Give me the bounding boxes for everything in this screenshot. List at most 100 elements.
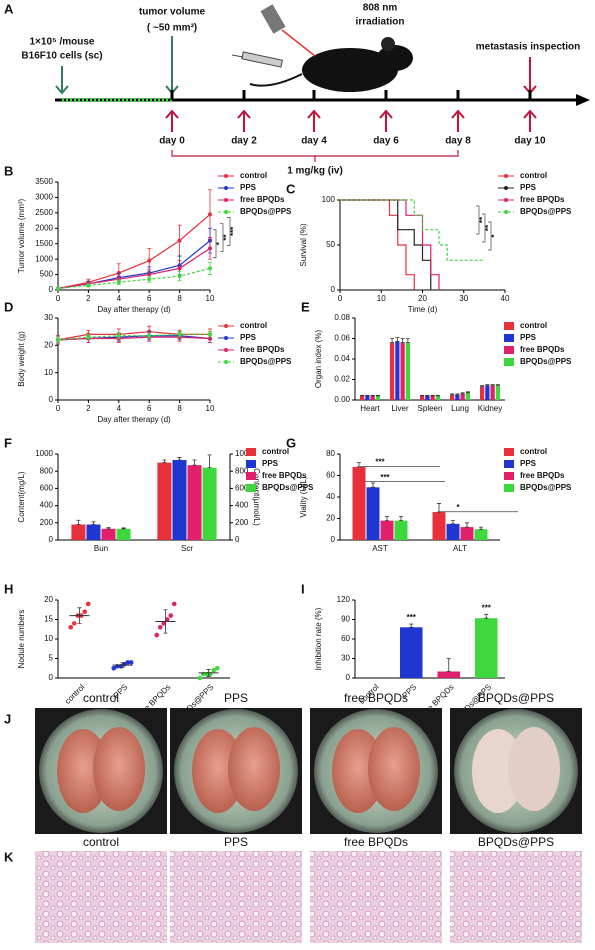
legend-swatch xyxy=(504,448,514,456)
legend-marker xyxy=(224,360,228,364)
significance-bracket xyxy=(220,223,224,252)
significance-bracket xyxy=(476,205,480,235)
legend-label: BPQDs@PPS xyxy=(262,483,314,492)
annotation: *** xyxy=(482,603,492,612)
point xyxy=(171,601,177,607)
bar xyxy=(450,394,455,400)
x-tick-label: 8 xyxy=(177,294,182,303)
bar xyxy=(435,395,440,400)
arrow-head xyxy=(576,94,590,106)
point xyxy=(177,332,182,337)
error-bar xyxy=(425,394,430,397)
legend-swatch xyxy=(504,484,514,492)
y-tick-label: 0.08 xyxy=(334,313,350,322)
annotation: *** xyxy=(229,226,238,236)
error-bar xyxy=(206,669,211,677)
point xyxy=(177,238,182,243)
point xyxy=(147,333,152,338)
panel-label: H xyxy=(4,581,13,596)
legend-label: PPS xyxy=(240,183,257,192)
x-tick-label: 6 xyxy=(147,404,152,413)
y-tick-label: 30 xyxy=(44,313,53,322)
y2-tick-label: 400 xyxy=(235,501,249,510)
y-tick-label: 400 xyxy=(40,501,54,510)
day-label: day 2 xyxy=(231,136,257,147)
y2-tick-label: 0 xyxy=(235,535,240,544)
legend-label: free BPQDs xyxy=(520,195,565,204)
error-bar xyxy=(450,393,455,396)
error-bar xyxy=(395,337,400,342)
panel-label: A xyxy=(4,1,14,16)
up-arrow xyxy=(451,109,465,132)
x-tick-label: Kidney xyxy=(478,404,502,413)
y-tick-label: 2500 xyxy=(35,208,53,217)
legend-swatch xyxy=(504,358,514,366)
bar xyxy=(101,528,116,540)
bar xyxy=(455,394,460,400)
error-bar xyxy=(479,526,483,530)
annotation: ** xyxy=(478,216,487,223)
legend-label: control xyxy=(520,171,547,180)
cells-text: B16F10 cells (sc) xyxy=(21,51,102,62)
mouse-illustration xyxy=(231,4,413,92)
series-line xyxy=(57,247,211,290)
y-tick-label: 10 xyxy=(44,368,53,377)
legend-label: control xyxy=(520,321,547,330)
error-bar xyxy=(375,394,380,397)
point xyxy=(86,335,91,340)
annotation: * xyxy=(215,241,224,245)
bar xyxy=(495,385,500,400)
histology-title: control xyxy=(83,835,119,849)
legend-label: free BPQDs xyxy=(520,471,565,480)
y-tick-label: 100 xyxy=(322,195,336,204)
x-tick-label: 2 xyxy=(86,294,91,303)
histology-image xyxy=(310,851,442,943)
series-line xyxy=(57,333,210,341)
error-bar xyxy=(360,394,365,397)
error-bar xyxy=(399,515,403,522)
bar xyxy=(365,395,370,400)
panel-label: B xyxy=(4,163,13,178)
legend-label: free BPQDs xyxy=(240,345,285,354)
bar xyxy=(157,462,172,540)
y-axis-label: Tumor volume (mm³) xyxy=(17,198,26,273)
series-line xyxy=(57,336,211,341)
bar xyxy=(405,342,410,400)
lung xyxy=(228,727,280,811)
point xyxy=(111,665,117,671)
legend-swatch xyxy=(504,322,514,330)
x-axis-label: Time (d) xyxy=(408,305,438,314)
x-tick-label: 10 xyxy=(377,294,386,303)
error-bar xyxy=(455,393,460,396)
point xyxy=(161,621,167,626)
y-tick-label: 0.04 xyxy=(334,354,350,363)
timeline: A 1×10⁵ /mouse B16F10 cells (sc) tumor v… xyxy=(4,1,590,177)
down-arrow xyxy=(55,36,179,95)
day-label: day 4 xyxy=(301,136,327,147)
y-axis-label: Nodule numbers xyxy=(17,610,26,669)
bar xyxy=(420,395,425,400)
panel-label: J xyxy=(4,711,11,726)
legend-swatch xyxy=(504,346,514,354)
error-bar xyxy=(120,662,125,668)
error-bar xyxy=(446,658,451,672)
y-axis-label: Content(mg/L) xyxy=(17,471,26,522)
error-bar xyxy=(365,394,370,397)
day-label: day 6 xyxy=(373,136,399,147)
legend-marker xyxy=(224,336,228,340)
x-tick-label: 0 xyxy=(338,294,343,303)
legend-swatch xyxy=(504,460,514,468)
chart: E 0.00 0.02 0.04 0.06 0.08 Organ index (%) Hear… xyxy=(301,299,572,413)
error-bar xyxy=(192,459,197,466)
point xyxy=(211,667,217,673)
legend-label: control xyxy=(240,171,267,180)
panel-label: K xyxy=(4,849,14,864)
x-tick-label: 30 xyxy=(459,294,468,303)
y-tick-label: 500 xyxy=(40,270,54,279)
y-tick-label: 20 xyxy=(44,340,53,349)
point xyxy=(177,266,182,271)
legend-swatch xyxy=(246,460,256,468)
photo-title: free BPQDs xyxy=(344,691,408,705)
x-tick-label: Bun xyxy=(94,544,108,553)
